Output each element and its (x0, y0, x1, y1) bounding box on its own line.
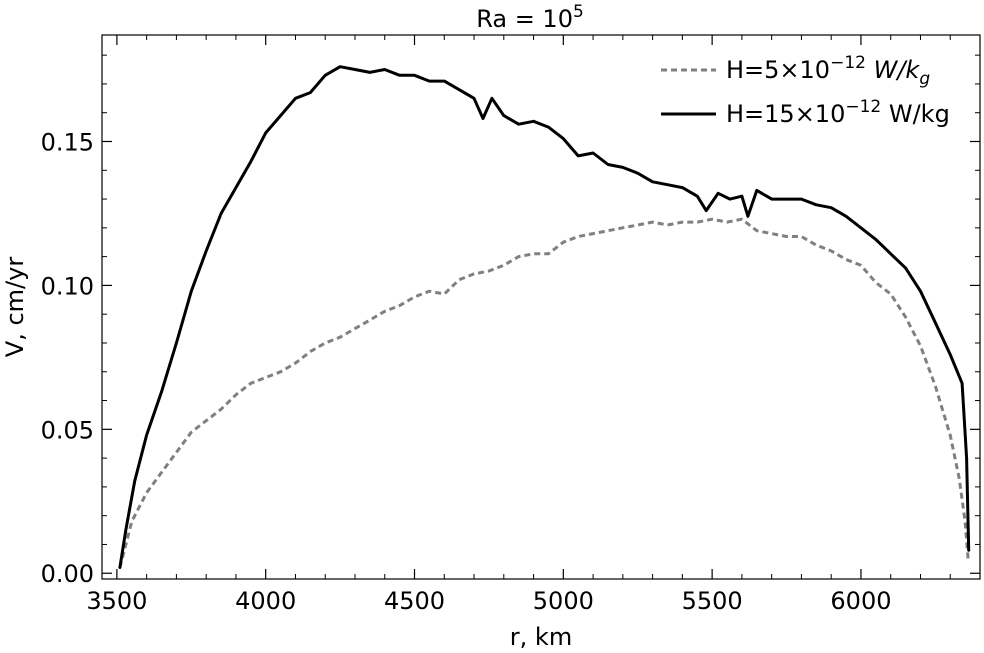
minor-ticks (102, 35, 981, 579)
series-layer (118, 65, 971, 569)
series-line-high-h (118, 65, 971, 569)
y-tick-label: 0.00 (41, 560, 94, 588)
tick-labels: 3500 4000 4500 5000 5500 6000 0.00 0.05 0.10 0.15 (41, 128, 892, 615)
legend-low-h-superscript: −12 (830, 53, 866, 73)
legend-entry-low-h: H=5×10−12 W/kg (726, 53, 930, 89)
plot-frame (101, 34, 981, 580)
legend-low-h-suffix: W/k (866, 56, 920, 84)
x-tick-label: 5500 (682, 587, 743, 615)
x-tick-label: 5000 (533, 587, 594, 615)
x-tick-label: 6000 (830, 587, 891, 615)
chart-title-base: Ra = 10 (476, 5, 573, 33)
legend-high-h-suffix: W/kg (881, 100, 950, 128)
x-tick-label: 4500 (384, 587, 445, 615)
x-tick-label: 3500 (86, 587, 147, 615)
legend-high-h-superscript: −12 (845, 97, 881, 117)
legend: H=5×10−12 W/kg H=15×10−12 W/kg (661, 53, 950, 128)
major-ticks (102, 35, 980, 579)
chart-title-superscript: 5 (573, 2, 584, 22)
x-tick-label: 4000 (235, 587, 296, 615)
y-axis-label: V, cm/yr (1, 257, 29, 358)
x-axis-label: r, km (510, 623, 572, 651)
y-tick-label: 0.15 (41, 128, 94, 156)
legend-entry-high-h: H=15×10−12 W/kg (726, 97, 950, 128)
legend-high-h-base: H=15×10 (726, 100, 845, 128)
legend-low-h-base: H=5×10 (726, 56, 830, 84)
y-tick-label: 0.05 (41, 416, 94, 444)
chart-title: Ra = 105 (476, 2, 584, 33)
legend-low-h-subscript: g (919, 69, 930, 89)
y-tick-label: 0.10 (41, 272, 94, 300)
series-line-low-h (118, 217, 970, 568)
